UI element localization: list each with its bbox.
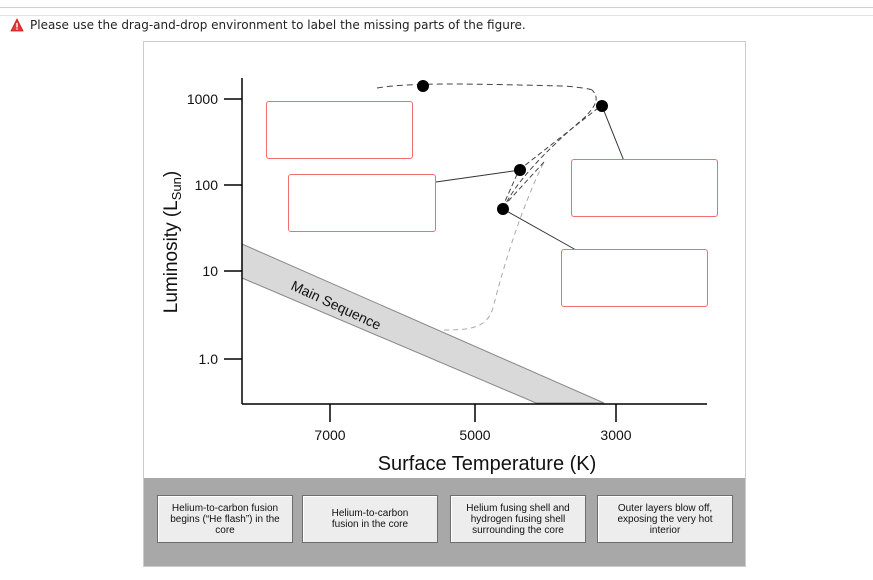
instruction-bar: Please use the drag-and-drop environment… [10, 17, 526, 33]
y-tick-label: 1.0 [199, 351, 219, 367]
y-tick-label: 10 [202, 263, 218, 279]
tile-line: surrounding the core [472, 524, 564, 536]
point-red-giant [514, 164, 526, 176]
track-branches [501, 104, 603, 209]
top-divider [0, 7, 873, 8]
label-tile-he-flash[interactable]: Helium-to-carbon fusion begins (“He flas… [157, 495, 293, 543]
hr-diagram: Main Sequence 1000 100 10 1.0 7000 5000 [161, 78, 707, 475]
drop-target-3[interactable] [571, 159, 718, 217]
point-planetary-nebula [417, 80, 429, 92]
leader-line-horizontal-branch [502, 208, 577, 251]
x-tick-label: 3000 [600, 427, 631, 443]
tile-text: Helium fusing shell and hydrogen fusing … [466, 503, 569, 536]
track-planetary-nebula [376, 83, 593, 91]
x-tick-label: 5000 [459, 427, 490, 443]
leader-line-red-giant [435, 169, 521, 183]
point-agb-tip [596, 100, 608, 112]
label-tile-outer-layers[interactable]: Outer layers blow off, exposing the very… [597, 495, 733, 543]
warning-icon [10, 18, 24, 32]
tile-text: Outer layers blow off, exposing the very… [617, 503, 712, 536]
y-tick-label: 100 [195, 177, 219, 193]
drop-target-1[interactable] [266, 101, 413, 159]
tile-line: core [215, 524, 235, 536]
y-axis-label-main: Luminosity (L [161, 200, 182, 313]
tile-line: hydrogen fusing shell [470, 513, 566, 525]
y-axis-label-close: ) [161, 171, 182, 177]
tile-line: exposing the very hot [617, 513, 713, 525]
main-sequence-band [241, 243, 605, 404]
track-subgiant [443, 161, 545, 331]
tile-text: Helium-to-carbon fusion in the core [332, 508, 409, 530]
tile-line: fusion in the core [331, 519, 409, 530]
track-agb [502, 89, 597, 210]
tile-text: Helium-to-carbon fusion begins (“He flas… [170, 503, 280, 536]
tile-line: begins (“He flash”) in the [170, 513, 280, 525]
label-tile-helium-core-fusion[interactable]: Helium-to-carbon fusion in the core [302, 495, 438, 543]
tile-line: Helium-to-carbon [331, 508, 409, 519]
tile-line: interior [649, 524, 681, 536]
tile-line: Helium fusing shell and [466, 502, 570, 514]
leader-line-agb-tip [601, 105, 625, 162]
drop-target-4[interactable] [561, 249, 708, 307]
tile-line: Helium-to-carbon fusion [171, 502, 279, 514]
instruction-text: Please use the drag-and-drop environment… [30, 18, 526, 32]
drop-target-2[interactable] [288, 174, 436, 232]
x-tick-label: 7000 [314, 427, 345, 443]
point-horizontal-branch [497, 203, 509, 215]
tile-line: Outer layers blow off, [617, 502, 713, 514]
y-tick-label: 1000 [187, 91, 218, 107]
drag-drop-panel: Main Sequence 1000 100 10 1.0 7000 5000 [143, 41, 746, 567]
label-tray: Helium-to-carbon fusion begins (“He flas… [144, 478, 745, 566]
top-divider-secondary [0, 15, 873, 16]
y-axis-label: Luminosity (LSun) [161, 171, 184, 313]
x-axis-label: Surface Temperature (K) [378, 453, 597, 475]
y-axis-label-subscript: Sun [169, 177, 184, 200]
label-tile-shell-fusion[interactable]: Helium fusing shell and hydrogen fusing … [450, 495, 586, 543]
